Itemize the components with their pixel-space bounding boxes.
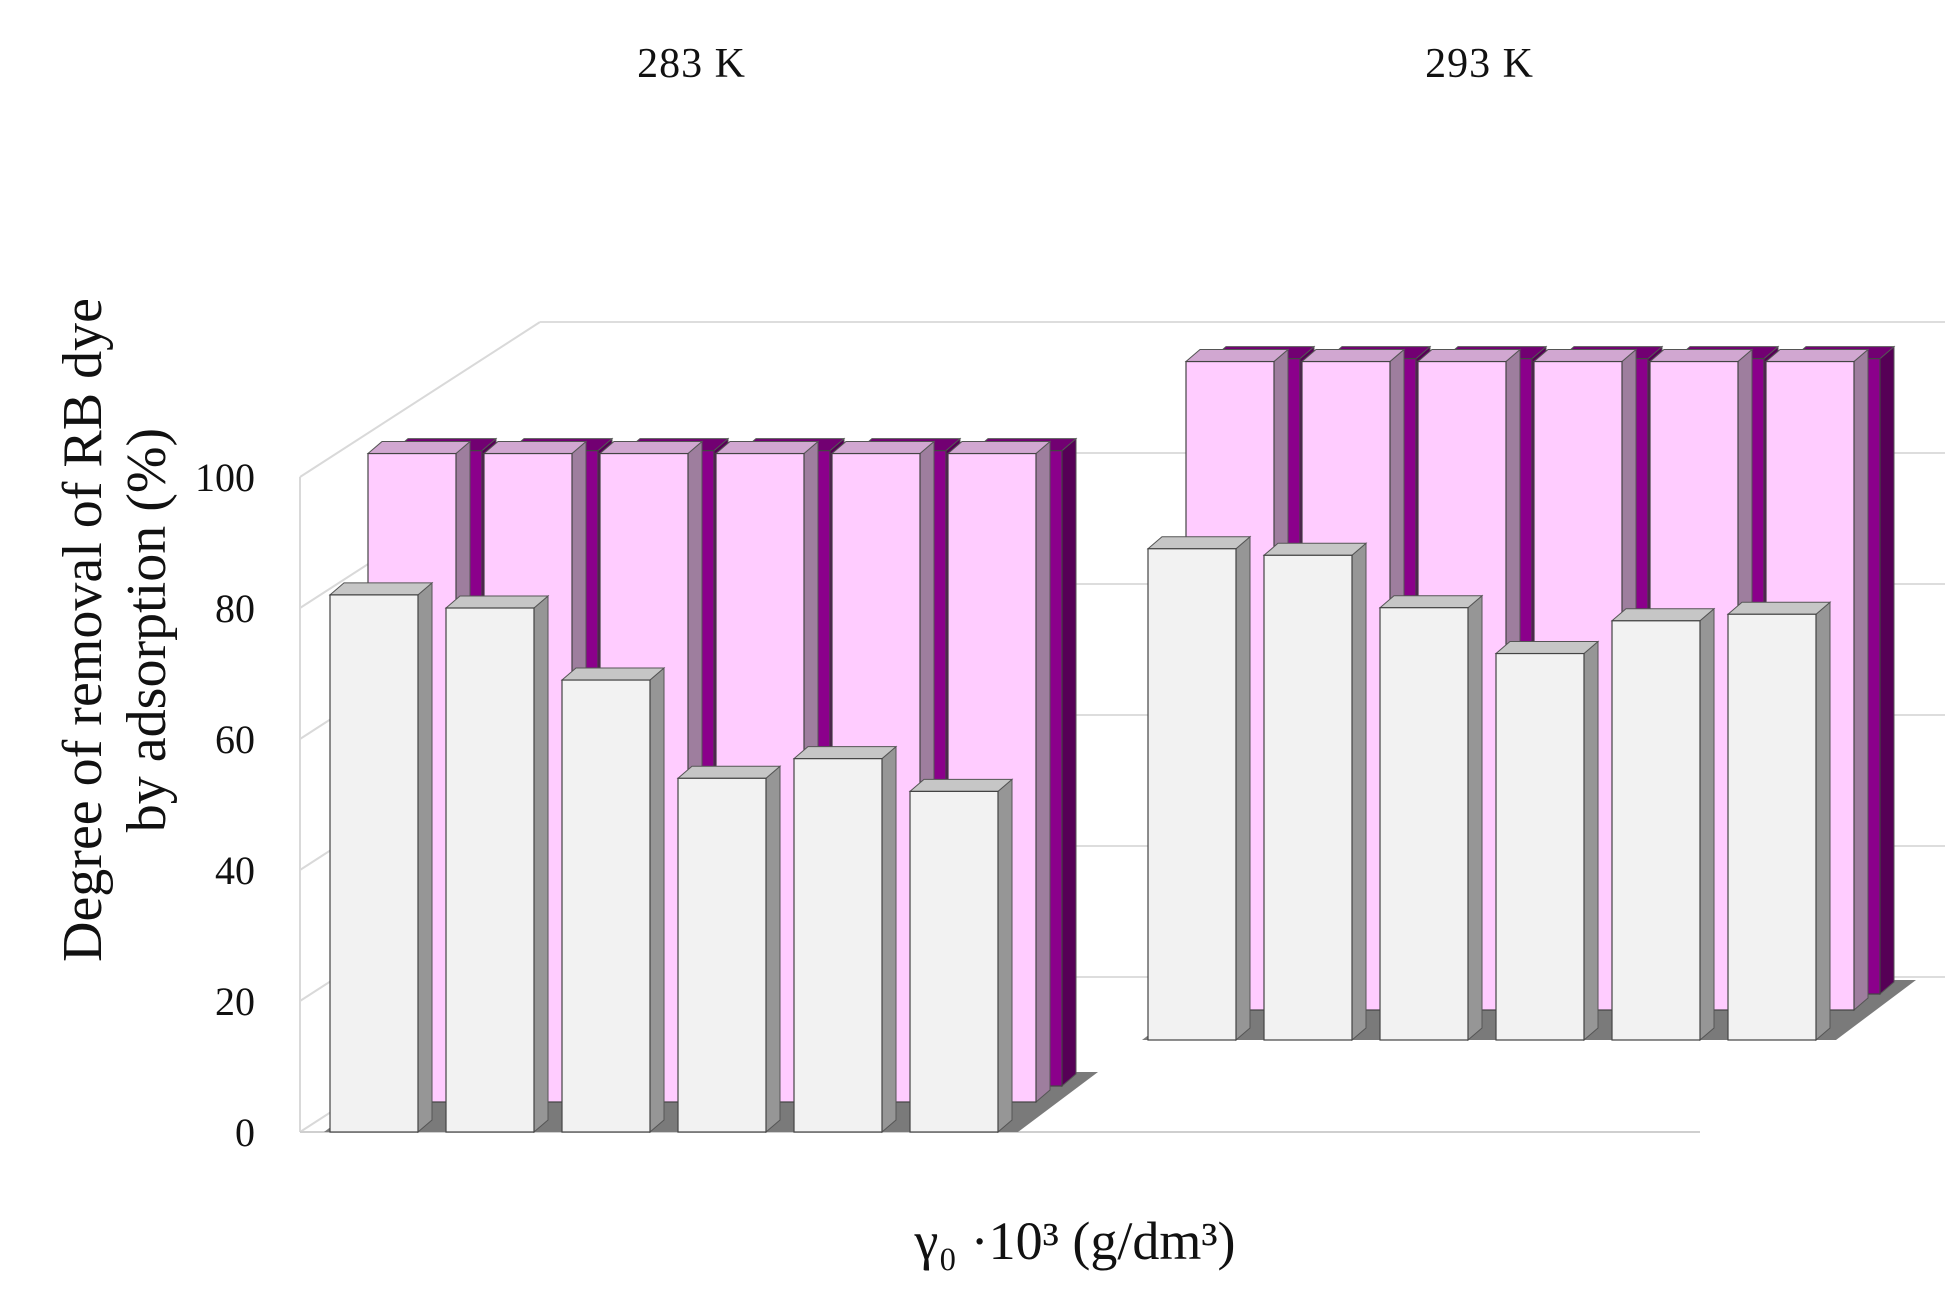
bar-series1 <box>1494 640 1600 1042</box>
y-tick-label: 0 <box>235 1110 255 1155</box>
bar-series1 <box>328 581 434 1134</box>
y-tick-label: 100 <box>195 455 255 500</box>
y-axis-label-line1: Degree of removal of RB dye <box>52 298 114 962</box>
bar-series1 <box>444 594 550 1134</box>
bar-series1 <box>908 778 1014 1134</box>
bar-series1 <box>1378 594 1484 1042</box>
y-tick-labels: 0 20 40 60 80 100 <box>195 455 255 1155</box>
bars <box>328 345 1896 1134</box>
group-title-293k: 293 K <box>1425 41 1535 87</box>
bar-series1 <box>792 745 898 1134</box>
y-tick-label: 20 <box>215 979 255 1024</box>
bar-series1 <box>1146 535 1252 1042</box>
bar-series1 <box>1726 601 1832 1042</box>
y-tick-label: 80 <box>215 586 255 631</box>
y-axis-label-line2: by adsorption (%) <box>116 427 178 833</box>
group-title-283k: 283 K <box>637 41 747 87</box>
bar-series1 <box>1610 607 1716 1042</box>
bar-series1 <box>1262 542 1368 1042</box>
y-axis-label: Degree of removal of RB dye by adsorptio… <box>51 298 179 962</box>
bar-series1 <box>560 666 666 1134</box>
gridline-side <box>299 321 541 478</box>
bar-series1 <box>676 765 782 1134</box>
x-axis-label: γ₀ ·10³ (g/dm³) <box>914 1211 1236 1271</box>
y-tick-label: 40 <box>215 848 255 893</box>
y-tick-label: 60 <box>215 717 255 762</box>
